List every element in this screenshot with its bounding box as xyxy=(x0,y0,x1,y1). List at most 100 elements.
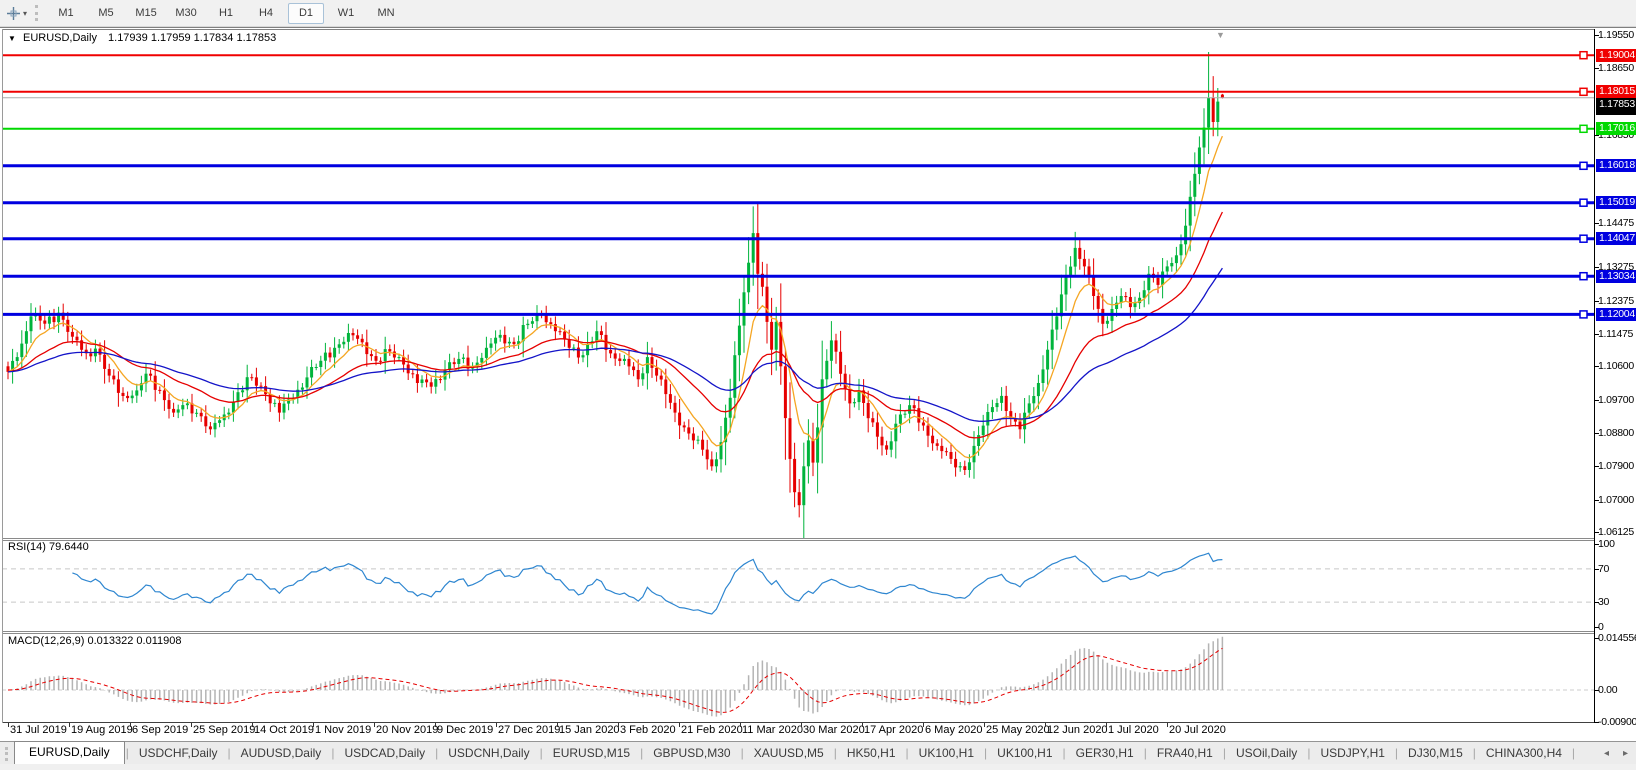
timeframe-button-h4[interactable]: H4 xyxy=(258,7,274,19)
chart-shift-marker-icon[interactable]: ▼ xyxy=(1216,30,1225,40)
tab-separator: | xyxy=(125,746,129,760)
price-axis-tick xyxy=(1595,500,1599,501)
date-axis-tick xyxy=(801,723,802,727)
price-level-label[interactable]: 1.19004 xyxy=(1596,49,1636,62)
price-level-label[interactable]: 1.13034 xyxy=(1596,270,1636,283)
price-axis-label: 1.08800 xyxy=(1598,427,1634,439)
timeframe-toolbar: M1 M5 M15 M30 H1 H4 D1 W1 MN xyxy=(46,2,406,24)
chart-tab-usdcnh-daily[interactable]: USDCNH,Daily xyxy=(448,746,530,760)
date-axis-tick xyxy=(191,723,192,727)
price-axis-tick xyxy=(1595,400,1599,401)
tab-scroll-left-button[interactable]: ◂ xyxy=(1603,748,1609,759)
chart-tab-eurusd-m15[interactable]: EURUSD,M15 xyxy=(552,746,631,760)
price-axis-label: 1.14475 xyxy=(1598,217,1634,229)
date-axis-tick xyxy=(679,723,680,727)
tab-separator: | xyxy=(1062,746,1066,760)
date-axis-tick xyxy=(8,723,9,727)
price-level-label[interactable]: 1.17016 xyxy=(1596,122,1636,135)
timeframe-button-h1[interactable]: H1 xyxy=(218,7,234,19)
chart-ohlc-values: 1.17939 1.17959 1.17834 1.17853 xyxy=(108,32,277,44)
level-drag-handle xyxy=(1579,198,1588,207)
chart-tab-audusd-daily[interactable]: AUDUSD,Daily xyxy=(240,746,322,760)
timeframe-button-m5[interactable]: M5 xyxy=(98,7,114,19)
price-axis-tick xyxy=(1595,433,1599,434)
date-axis-tick xyxy=(252,723,253,727)
level-drag-handle xyxy=(1579,271,1588,281)
date-axis-label: 25 May 2020 xyxy=(986,724,1050,736)
date-axis-label: 9 Dec 2019 xyxy=(437,724,494,736)
chart-canvas[interactable] xyxy=(2,29,1595,723)
price-axis-tick xyxy=(1595,35,1599,36)
date-axis-label: 6 Sep 2019 xyxy=(132,724,189,736)
date-axis-label: 1 Jul 2020 xyxy=(1108,724,1159,736)
date-axis-tick xyxy=(1045,723,1046,727)
tab-separator: | xyxy=(905,746,909,760)
chart-tab-hk50-h1[interactable]: HK50,H1 xyxy=(846,746,896,760)
chart-tab-uk100-h1[interactable]: UK100,H1 xyxy=(997,746,1053,760)
timeframe-button-d1[interactable]: D1 xyxy=(288,2,325,24)
tab-separator: | xyxy=(331,746,335,760)
level-drag-handle xyxy=(1579,161,1588,171)
date-axis-label: 1 Nov 2019 xyxy=(315,724,372,736)
tab-scroll-right-button[interactable]: ▸ xyxy=(1622,748,1628,759)
chart-tab-gbpusd-m30[interactable]: GBPUSD,M30 xyxy=(653,746,731,760)
chart-tab-xauusd-m5[interactable]: XAUUSD,M5 xyxy=(753,746,824,760)
date-axis-label: 19 Aug 2019 xyxy=(71,724,133,736)
date-axis-label: 17 Apr 2020 xyxy=(864,724,924,736)
price-level-label[interactable]: 1.15019 xyxy=(1596,196,1636,209)
chart-tab-eurusd-daily[interactable]: EURUSD,Daily xyxy=(14,741,125,764)
tab-separator: | xyxy=(984,746,988,760)
crosshair-tool-icon[interactable] xyxy=(6,6,21,21)
level-drag-handle xyxy=(1579,50,1588,60)
tool-dropdown-icon[interactable]: ▾ xyxy=(23,8,28,18)
timeframe-button-w1[interactable]: W1 xyxy=(337,7,355,19)
price-axis-tick xyxy=(1595,267,1599,268)
date-axis-label: 3 Feb 2020 xyxy=(620,724,676,736)
date-axis-tick xyxy=(496,723,497,727)
macd-signal-line xyxy=(7,647,1223,713)
chart-tab-usdchf-daily[interactable]: USDCHF,Daily xyxy=(138,746,218,760)
toolbar: ▾ M1 M5 M15 M30 H1 H4 D1 W1 MN xyxy=(0,0,1636,27)
tab-separator: | xyxy=(1394,746,1399,760)
price-level-label[interactable]: 1.18015 xyxy=(1596,85,1636,98)
rsi-axis-label: 100 xyxy=(1598,538,1615,550)
timeframe-button-m30[interactable]: M30 xyxy=(175,7,197,19)
chart-tab-dj30-m15[interactable]: DJ30,M15 xyxy=(1408,746,1463,760)
main-price-pane xyxy=(2,50,1595,538)
date-axis-label: 11 Mar 2020 xyxy=(742,724,803,736)
price-axis-label: 1.11475 xyxy=(1598,328,1634,340)
price-level-label[interactable]: 1.12004 xyxy=(1596,308,1636,321)
timeframe-button-m15[interactable]: M15 xyxy=(135,7,157,19)
rsi-pane xyxy=(2,552,1595,615)
price-level-label[interactable]: 1.14047 xyxy=(1596,232,1636,245)
date-axis-tick xyxy=(923,723,924,727)
chart-tab-usoil-daily[interactable]: USOil,Daily xyxy=(1235,746,1298,760)
date-axis-tick xyxy=(557,723,558,727)
chart-tab-china300-h4[interactable]: CHINA300,H4 xyxy=(1485,746,1562,760)
date-axis-tick xyxy=(374,723,375,727)
timeframe-button-mn[interactable]: MN xyxy=(377,7,395,19)
chart-tab-uk100-h1[interactable]: UK100,H1 xyxy=(918,746,975,760)
date-axis-label: 20 Nov 2019 xyxy=(376,724,439,736)
chart-tab-fra40-h1[interactable]: FRA40,H1 xyxy=(1156,746,1213,760)
moving-average-medium xyxy=(7,211,1223,439)
timeframe-button-m1[interactable]: M1 xyxy=(58,7,74,19)
price-axis-tick xyxy=(1595,223,1599,224)
tab-separator: | xyxy=(539,746,543,760)
tabbar-drag-handle[interactable] xyxy=(5,747,8,761)
price-axis-tick xyxy=(1595,466,1599,467)
date-axis-label: 27 Dec 2019 xyxy=(498,724,561,736)
symbol-menu-icon[interactable]: ▼ xyxy=(8,34,16,43)
chart-tab-ger30-h1[interactable]: GER30,H1 xyxy=(1075,746,1134,760)
level-drag-handle xyxy=(1579,87,1588,97)
date-axis-tick xyxy=(313,723,314,727)
chart-tab-usdcad-daily[interactable]: USDCAD,Daily xyxy=(344,746,426,760)
rsi-axis-label: 30 xyxy=(1598,596,1610,608)
chart-tab-usdjpy-h1[interactable]: USDJPY,H1 xyxy=(1320,746,1385,760)
price-level-label[interactable]: 1.16018 xyxy=(1596,159,1636,172)
macd-axis-label: 0.014556 xyxy=(1598,632,1636,644)
toolbar-drag-handle[interactable] xyxy=(35,5,39,21)
date-axis-label: 31 Jul 2019 xyxy=(10,724,67,736)
chart-tabs: EURUSD,Daily | USDCHF,Daily | AUDUSD,Daily | U… xyxy=(0,741,1576,764)
date-axis-tick xyxy=(740,723,741,727)
